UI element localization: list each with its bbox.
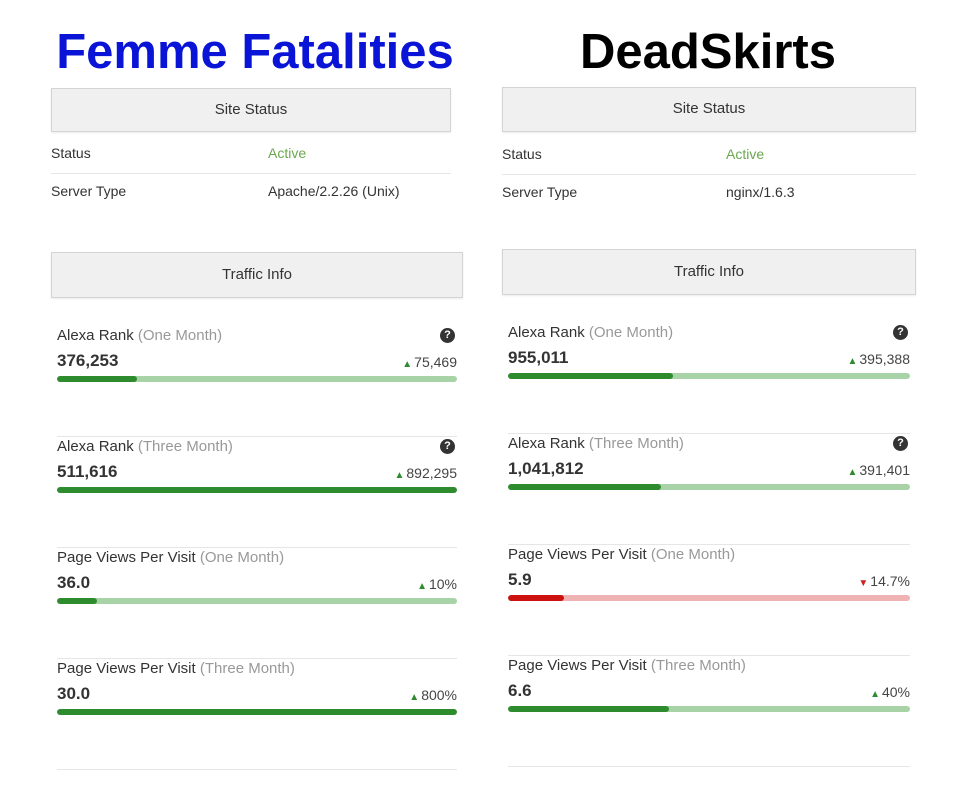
triangle-up-icon: ▲ [409, 692, 420, 703]
site-status-header: Site Status [502, 87, 916, 132]
triangle-up-icon: ▲ [847, 356, 858, 367]
server-type-label: Server Type [51, 183, 127, 199]
metric-bar-track [57, 598, 457, 604]
metric-bar-track [57, 376, 457, 382]
server-type-row: Server Type nginx/1.6.3 [502, 175, 916, 213]
metric-label: Alexa Rank [57, 327, 134, 344]
metric-value: 5.9 [508, 570, 532, 589]
metric-period: (Three Month) [588, 435, 684, 452]
metric-label: Page Views Per Visit [508, 657, 647, 674]
site-title: Femme Fatalities [56, 25, 454, 79]
metric-period: (One Month) [137, 327, 223, 344]
metric-alexa-rank-one-month: Alexa Rank (One Month) ? 955,011 ▲ 395,38… [508, 324, 910, 434]
metric-period: (Three Month) [650, 657, 746, 674]
metric-bar-fill [508, 595, 565, 601]
metric-bar-fill [57, 598, 97, 604]
metric-page-views-three-month: Page Views Per Visit (Three Month) 30.0 … [57, 660, 457, 770]
site-status-header: Site Status [51, 88, 451, 132]
metric-bar-track [508, 706, 910, 712]
metric-bar-fill [508, 706, 669, 712]
metric-bar-track [508, 595, 910, 601]
triangle-up-icon: ▲ [402, 359, 413, 370]
metric-label: Page Views Per Visit [57, 660, 196, 677]
server-type-value: nginx/1.6.3 [726, 184, 795, 200]
question-circle-icon[interactable]: ? [893, 436, 908, 451]
metric-period: (Three Month) [137, 438, 233, 455]
metric-value: 1,041,812 [508, 459, 584, 478]
status-label: Status [51, 145, 91, 161]
metric-label: Alexa Rank [508, 435, 585, 452]
metric-change: 800% [421, 687, 457, 703]
metric-label: Alexa Rank [57, 438, 134, 455]
metric-bar-fill [508, 484, 661, 490]
metric-page-views-three-month: Page Views Per Visit (Three Month) 6.6 ▲… [508, 657, 910, 767]
metric-alexa-rank-three-month: Alexa Rank (Three Month) ? 1,041,812 ▲ 39… [508, 435, 910, 545]
metric-value: 30.0 [57, 684, 91, 703]
metric-change: 40% [881, 684, 910, 700]
metric-period: (One Month) [650, 546, 736, 563]
triangle-down-icon: ▼ [858, 578, 869, 589]
question-circle-icon[interactable]: ? [440, 439, 455, 454]
metric-change: 395,388 [859, 351, 910, 367]
triangle-up-icon: ▲ [417, 581, 427, 592]
metric-bar-track [508, 484, 910, 490]
site-column-femme-fatalities: Femme Fatalities Site Status Status Acti… [51, 25, 463, 770]
status-value: Active [268, 145, 307, 161]
metric-value: 955,011 [508, 348, 569, 367]
metric-value: 36.0 [57, 573, 91, 592]
status-value: Active [726, 146, 765, 162]
metric-value: 511,616 [57, 462, 118, 481]
metric-page-views-one-month: Page Views Per Visit (One Month) 36.0 ▲ 1… [57, 549, 457, 659]
triangle-up-icon: ▲ [870, 689, 880, 700]
metric-period: (One Month) [588, 324, 674, 341]
metric-period: (Three Month) [199, 660, 295, 677]
triangle-up-icon: ▲ [394, 470, 405, 481]
metric-alexa-rank-three-month: Alexa Rank (Three Month) ? 511,616 ▲ 892,… [57, 438, 457, 548]
metric-change: 10% [428, 576, 457, 592]
status-row: Status Active [502, 137, 916, 175]
server-type-value: Apache/2.2.26 (Unix) [268, 183, 400, 199]
metric-bar-fill [57, 376, 137, 382]
site-title: DeadSkirts [579, 25, 836, 79]
metric-change: 75,469 [414, 354, 457, 370]
traffic-info-header: Traffic Info [51, 252, 463, 298]
metric-bar-fill [57, 709, 457, 715]
status-row: Status Active [51, 136, 451, 174]
metric-bar-track [57, 709, 457, 715]
metric-alexa-rank-one-month: Alexa Rank (One Month) ? 376,253 ▲ 75,469 [57, 327, 457, 437]
server-type-row: Server Type Apache/2.2.26 (Unix) [51, 174, 451, 212]
metric-label: Page Views Per Visit [57, 549, 196, 566]
metric-label: Page Views Per Visit [508, 546, 647, 563]
metric-change: 892,295 [406, 465, 457, 481]
metric-period: (One Month) [199, 549, 285, 566]
metric-bar-fill [508, 373, 673, 379]
triangle-up-icon: ▲ [847, 467, 858, 478]
metric-bar-fill [57, 487, 457, 493]
metric-change: 14.7% [870, 573, 910, 589]
metric-value: 376,253 [57, 351, 119, 370]
metric-bar-track [57, 487, 457, 493]
status-label: Status [502, 146, 542, 162]
traffic-info-header: Traffic Info [502, 249, 916, 295]
question-circle-icon[interactable]: ? [893, 325, 908, 340]
question-circle-icon[interactable]: ? [440, 328, 455, 343]
metric-page-views-one-month: Page Views Per Visit (One Month) 5.9 ▼ 14… [508, 546, 910, 656]
site-column-deadskirts: DeadSkirts Site Status Status Active Ser… [480, 0, 960, 800]
server-type-label: Server Type [502, 184, 578, 200]
metric-bar-track [508, 373, 910, 379]
metric-value: 6.6 [508, 681, 532, 700]
metric-change: 391,401 [859, 462, 910, 478]
metric-label: Alexa Rank [508, 324, 585, 341]
